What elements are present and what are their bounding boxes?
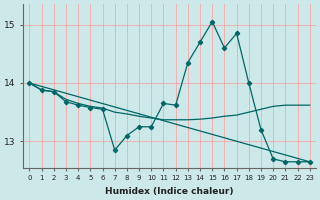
X-axis label: Humidex (Indice chaleur): Humidex (Indice chaleur) xyxy=(105,187,234,196)
